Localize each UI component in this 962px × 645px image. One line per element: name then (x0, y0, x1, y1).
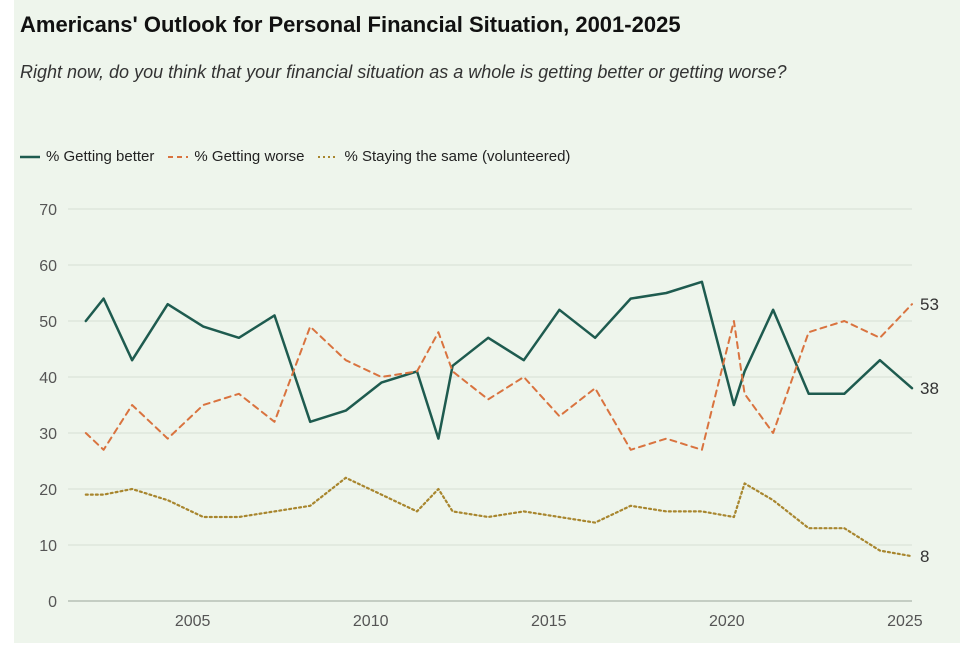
chart-legend: % Getting better % Getting worse % Stayi… (20, 148, 584, 165)
legend-label-getting-worse: % Getting worse (194, 148, 305, 165)
solid-line-icon (20, 155, 40, 158)
series-line-getting-worse (84, 303, 913, 451)
x-tick-label-2015: 2015 (531, 613, 567, 630)
end-label-getting-better: 38 (920, 379, 939, 398)
y-tick-label-30: 30 (39, 426, 57, 443)
y-tick-label-20: 20 (39, 482, 57, 499)
y-tick-label-50: 50 (39, 314, 57, 331)
legend-item-getting-better: % Getting better (20, 148, 154, 165)
x-tick-label-2025: 2025 (887, 613, 923, 630)
y-tick-label-10: 10 (39, 538, 57, 555)
legend-label-getting-better: % Getting better (46, 148, 155, 165)
dotted-line-icon (318, 155, 339, 158)
series-line-staying-same (84, 476, 914, 558)
series-line-getting-better (84, 280, 914, 440)
legend-item-staying-same: % Staying the same (volunteered) (318, 148, 570, 165)
x-tick-label-2005: 2005 (175, 613, 211, 630)
y-tick-label-0: 0 (48, 594, 57, 611)
chart-subtitle: Right now, do you think that your financ… (20, 62, 787, 82)
x-tick-label-2020: 2020 (709, 613, 745, 630)
chart-title: Americans' Outlook for Personal Financia… (20, 12, 681, 37)
legend-item-getting-worse: % Getting worse (168, 148, 304, 165)
y-tick-label-70: 70 (39, 202, 57, 219)
y-tick-label-40: 40 (39, 370, 57, 387)
x-tick-label-2010: 2010 (353, 613, 389, 630)
end-label-staying-same: 8 (920, 547, 929, 566)
dashed-line-icon (168, 155, 189, 158)
y-tick-label-60: 60 (39, 258, 57, 275)
end-label-getting-worse: 53 (920, 295, 939, 314)
legend-label-staying-same: % Staying the same (volunteered) (344, 148, 571, 165)
